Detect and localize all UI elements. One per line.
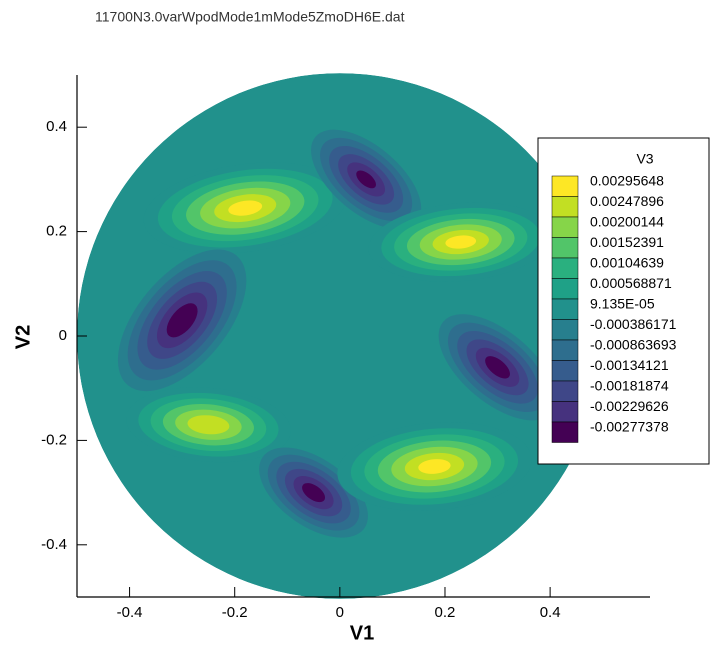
- contour-band: [302, 483, 326, 503]
- x-axis-label: V1: [350, 622, 374, 644]
- contour-band: [187, 415, 230, 435]
- legend-label: 0.000568871: [590, 275, 672, 291]
- legend-label: 0.00152391: [590, 234, 664, 250]
- contour-field: [77, 73, 603, 599]
- legend-swatch: [551, 380, 579, 402]
- y-tick-label: -0.2: [41, 431, 67, 448]
- legend-swatch: [551, 319, 579, 341]
- y-tick-label: -0.4: [41, 536, 67, 553]
- x-tick-label: -0.4: [117, 604, 143, 621]
- contour-band: [445, 235, 477, 249]
- chart-title: 11700N3.0varWpodMode1mMode5ZmoDH6E.dat: [95, 9, 405, 25]
- legend-label: -0.00229626: [590, 398, 669, 414]
- legend-label: -0.000386171: [590, 316, 677, 332]
- legend-swatch: [551, 237, 579, 259]
- legend-label: -0.00277378: [590, 419, 669, 435]
- x-tick-label: 0.2: [435, 604, 456, 621]
- legend-swatch: [551, 175, 579, 197]
- legend-swatch: [551, 421, 579, 443]
- legend-label: 9.135E-05: [590, 296, 655, 312]
- legend-swatch: [551, 401, 579, 423]
- x-tick-label: 0.4: [540, 604, 561, 621]
- legend-swatch: [551, 257, 579, 279]
- legend-label: 0.00295648: [590, 173, 664, 189]
- y-axis-label: V2: [12, 325, 34, 349]
- legend-label: -0.00181874: [590, 378, 669, 394]
- legend-label: 0.00247896: [590, 193, 664, 209]
- x-tick-label: 0: [336, 604, 344, 621]
- contour-band: [228, 200, 263, 216]
- contour-band: [356, 170, 376, 189]
- legend-swatch: [551, 298, 579, 320]
- contour-band: [418, 459, 451, 474]
- legend-label: -0.00134121: [590, 357, 669, 373]
- legend-swatch: [551, 278, 579, 300]
- legend-swatch: [551, 196, 579, 218]
- legend-swatch: [551, 360, 579, 382]
- legend-swatch: [551, 216, 579, 238]
- legend-label: 0.00104639: [590, 255, 664, 271]
- legend-label: -0.000863693: [590, 337, 677, 353]
- x-tick-label: -0.2: [222, 604, 248, 621]
- y-tick-label: 0.4: [46, 118, 67, 135]
- contour-band: [485, 356, 510, 379]
- y-tick-label: 0: [59, 327, 67, 344]
- legend-label: 0.00200144: [590, 214, 664, 230]
- legend-swatch: [551, 339, 579, 361]
- y-tick-label: 0.2: [46, 223, 67, 240]
- legend-title: V3: [636, 151, 653, 167]
- contour-band: [166, 303, 198, 338]
